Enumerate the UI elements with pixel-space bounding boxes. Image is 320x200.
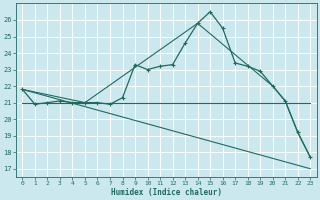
X-axis label: Humidex (Indice chaleur): Humidex (Indice chaleur) [111,188,222,197]
